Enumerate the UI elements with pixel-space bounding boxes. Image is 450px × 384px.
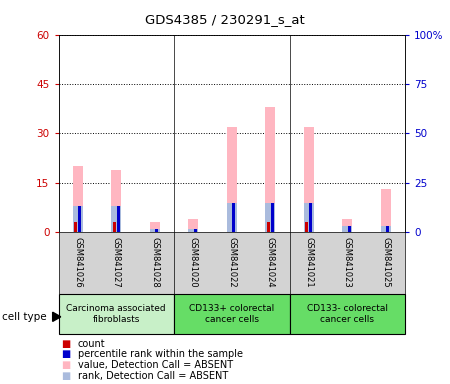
Bar — [189, 229, 198, 232]
Text: count: count — [78, 339, 105, 349]
Bar — [73, 166, 82, 232]
Bar — [386, 226, 389, 232]
Bar — [150, 222, 160, 232]
Bar — [73, 206, 82, 232]
Text: GSM841027: GSM841027 — [112, 237, 121, 288]
Text: GDS4385 / 230291_s_at: GDS4385 / 230291_s_at — [145, 13, 305, 26]
Bar — [189, 219, 198, 232]
Text: GSM841025: GSM841025 — [381, 237, 390, 288]
Bar — [194, 229, 197, 232]
Polygon shape — [53, 312, 61, 321]
Bar — [78, 206, 81, 232]
Bar — [112, 206, 121, 232]
Bar — [155, 229, 158, 232]
Text: ■: ■ — [61, 349, 70, 359]
Text: ■: ■ — [61, 339, 70, 349]
Text: GSM841028: GSM841028 — [150, 237, 159, 288]
Bar — [150, 229, 160, 232]
Text: value, Detection Call = ABSENT: value, Detection Call = ABSENT — [78, 360, 233, 370]
Bar — [342, 226, 352, 232]
Text: rank, Detection Call = ABSENT: rank, Detection Call = ABSENT — [78, 371, 228, 381]
Text: ■: ■ — [61, 371, 70, 381]
Text: percentile rank within the sample: percentile rank within the sample — [78, 349, 243, 359]
Text: GSM841022: GSM841022 — [227, 237, 236, 288]
Bar — [306, 222, 308, 232]
Text: GSM841021: GSM841021 — [304, 237, 313, 288]
Text: Carcinoma associated
fibroblasts: Carcinoma associated fibroblasts — [67, 304, 166, 324]
Bar — [232, 203, 235, 232]
Text: cell type: cell type — [2, 312, 47, 322]
Bar — [289, 294, 405, 334]
Bar — [381, 189, 391, 232]
Text: GSM841026: GSM841026 — [73, 237, 82, 288]
Text: GSM841024: GSM841024 — [266, 237, 275, 288]
Text: ■: ■ — [61, 360, 70, 370]
Bar — [117, 206, 120, 232]
Bar — [227, 127, 237, 232]
Bar — [347, 226, 351, 232]
Bar — [304, 127, 314, 232]
Bar — [304, 203, 314, 232]
Bar — [266, 203, 275, 232]
Bar — [113, 222, 116, 232]
Bar — [174, 294, 289, 334]
Bar — [342, 219, 352, 232]
Text: GSM841020: GSM841020 — [189, 237, 198, 288]
Bar — [58, 294, 174, 334]
Bar — [270, 203, 274, 232]
Bar — [112, 170, 121, 232]
Bar — [381, 226, 391, 232]
Bar — [266, 107, 275, 232]
Text: GSM841023: GSM841023 — [343, 237, 352, 288]
Text: CD133+ colorectal
cancer cells: CD133+ colorectal cancer cells — [189, 304, 274, 324]
Text: CD133- colorectal
cancer cells: CD133- colorectal cancer cells — [307, 304, 388, 324]
Bar — [74, 222, 77, 232]
Bar — [309, 203, 312, 232]
Bar — [267, 222, 270, 232]
Bar — [227, 203, 237, 232]
